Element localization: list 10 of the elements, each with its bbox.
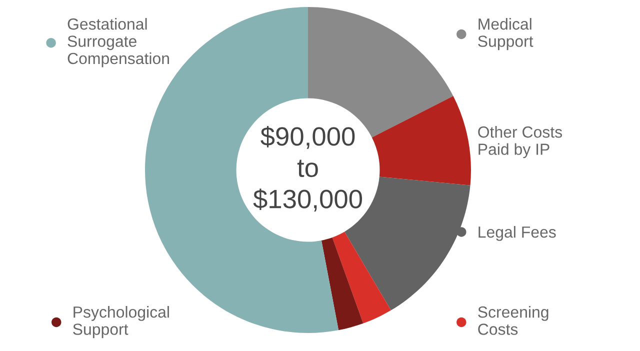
legend-label: Medical Support	[478, 18, 534, 50]
donut-slice	[332, 232, 391, 324]
legend-label: Gestational Surrogate Compensation	[68, 18, 169, 68]
legend-label: Psychological Support	[73, 306, 169, 338]
donut-slice	[372, 96, 471, 186]
legend-label: Screening Costs	[478, 306, 548, 335]
text: $90,000 to $130,000	[253, 126, 362, 212]
donut-slice	[321, 237, 364, 330]
slice-label: Other Costs Paid by IP	[478, 126, 562, 158]
legend-label: Legal Fees	[478, 226, 556, 241]
